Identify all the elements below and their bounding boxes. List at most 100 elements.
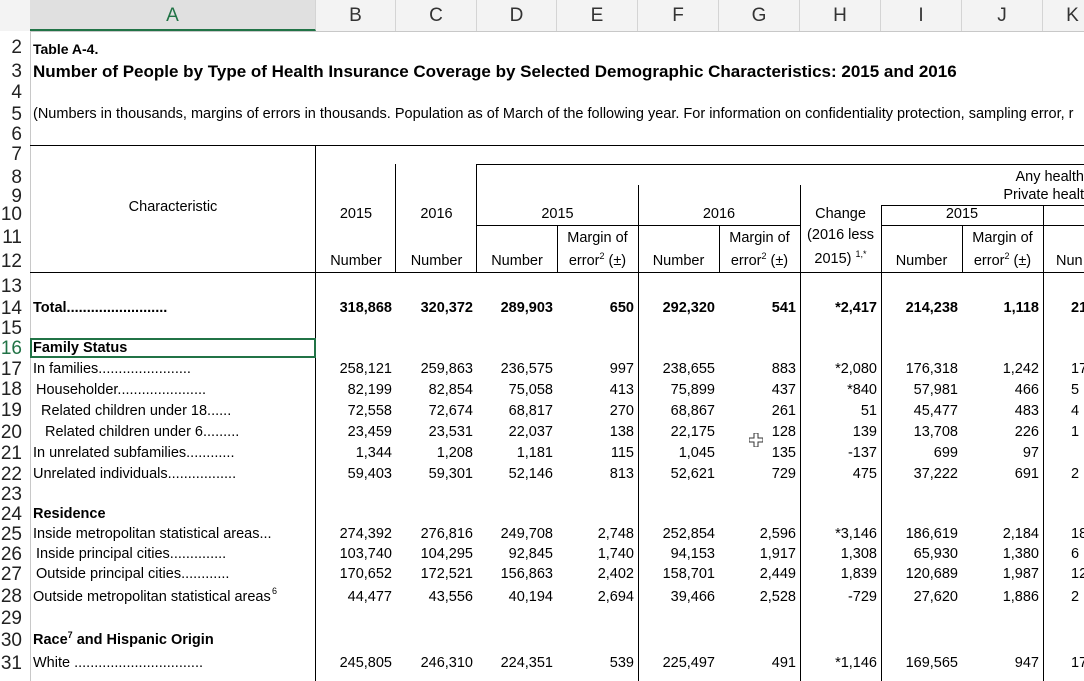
header-any-health: Any health <box>1015 169 1084 185</box>
row-number[interactable]: 10 <box>0 204 22 225</box>
row-number[interactable]: 28 <box>0 586 22 607</box>
row-number[interactable]: 19 <box>0 400 22 421</box>
cell-j: 2,184 <box>1002 526 1039 542</box>
cell-b: 103,740 <box>339 546 392 562</box>
cell-h: 1,839 <box>840 566 877 582</box>
vline <box>638 185 639 681</box>
cell-b: 44,477 <box>347 589 392 605</box>
col-header-k[interactable]: K <box>1043 0 1084 31</box>
cell-b: 72,558 <box>347 403 392 419</box>
col-header-b[interactable]: B <box>316 0 396 31</box>
row-number[interactable]: 15 <box>0 318 22 339</box>
header-number-c: Number <box>410 253 463 269</box>
row-label: Outside principal cities............ <box>36 566 230 582</box>
header-margin-g: Margin of <box>729 230 790 246</box>
section-family-status: Family Status <box>33 340 128 356</box>
col-header-e[interactable]: E <box>557 0 638 31</box>
col-header-f[interactable]: F <box>638 0 719 31</box>
row-number[interactable]: 21 <box>0 443 22 464</box>
cell-k: 1 <box>1071 424 1080 440</box>
row-number[interactable]: 24 <box>0 504 22 525</box>
row-label: Related children under 18...... <box>41 403 232 419</box>
cell-f: 252,854 <box>662 526 715 542</box>
row-number[interactable]: 31 <box>0 653 22 674</box>
col-header-c[interactable]: C <box>396 0 477 31</box>
selected-cell-a16[interactable] <box>30 338 316 358</box>
row-number[interactable]: 4 <box>11 82 22 103</box>
row-number[interactable]: 30 <box>0 630 22 651</box>
header-number-b: Number <box>330 253 382 269</box>
cell-i: 176,318 <box>905 361 958 377</box>
vline <box>557 225 558 272</box>
col-header-a[interactable]: A <box>30 0 316 31</box>
cell-c: 43,556 <box>428 589 473 605</box>
header-change-3: 2015) 1,* <box>800 250 881 267</box>
row-number[interactable]: 22 <box>0 464 22 485</box>
cell-j: 97 <box>1022 445 1039 461</box>
cell-j: 1,118 <box>1003 300 1040 316</box>
row-number[interactable]: 2 <box>11 37 22 58</box>
header-margin-j: Margin of <box>972 230 1033 246</box>
col-header-j[interactable]: J <box>962 0 1043 31</box>
col-header-d[interactable]: D <box>477 0 557 31</box>
section-residence: Residence <box>33 506 106 522</box>
row-number[interactable]: 6 <box>11 124 22 145</box>
row-number[interactable]: 8 <box>11 167 22 188</box>
row-number[interactable]: 13 <box>0 276 22 297</box>
row-number[interactable]: 16 <box>0 338 22 359</box>
cell-g: 437 <box>771 382 796 398</box>
row-number[interactable]: 5 <box>11 104 22 125</box>
cell-e: 539 <box>609 655 634 671</box>
row-number[interactable]: 7 <box>11 144 22 165</box>
cell-i: 13,708 <box>913 424 958 440</box>
row-number[interactable]: 11 <box>2 227 22 248</box>
pm-text: (±) <box>1013 253 1032 269</box>
cell-d: 249,708 <box>500 526 553 542</box>
row-number[interactable]: 12 <box>0 251 22 272</box>
header-number-d: Number <box>491 253 543 269</box>
cell-d: 236,575 <box>500 361 553 377</box>
cell-b: 258,121 <box>339 361 392 377</box>
cell-d: 52,146 <box>508 466 553 482</box>
cell-h: *840 <box>847 382 877 398</box>
col-header-g[interactable]: G <box>719 0 800 31</box>
row-number[interactable]: 18 <box>0 379 22 400</box>
cell-j: 483 <box>1014 403 1039 419</box>
vline <box>395 164 396 272</box>
cell-i: 45,477 <box>913 403 958 419</box>
col-header-h[interactable]: H <box>800 0 881 31</box>
cell-d: 156,863 <box>500 566 553 582</box>
col-header-i[interactable]: I <box>881 0 962 31</box>
row-label: Inside principal cities.............. <box>36 546 227 562</box>
row-number[interactable]: 25 <box>0 524 22 545</box>
cell-d: 224,351 <box>500 655 553 671</box>
row-label: Householder...................... <box>36 382 207 398</box>
cell-d: 68,817 <box>508 403 553 419</box>
change-text: 2015) <box>814 251 852 267</box>
row-number[interactable]: 14 <box>0 298 22 319</box>
cell-b: 170,652 <box>339 566 392 582</box>
cell-g: 128 <box>771 424 796 440</box>
row-number[interactable]: 3 <box>11 61 22 82</box>
row-number[interactable]: 27 <box>0 564 22 585</box>
row-number[interactable]: 26 <box>0 544 22 565</box>
cell-h: 1,308 <box>840 546 877 562</box>
cell-e: 115 <box>610 445 634 461</box>
cell-c: 59,301 <box>428 466 473 482</box>
row-number[interactable]: 17 <box>0 359 22 380</box>
cell-k: 5 <box>1071 382 1080 398</box>
row-number[interactable]: 23 <box>0 484 22 505</box>
footnote-2: 2 <box>761 251 767 262</box>
cell-h: 51 <box>860 403 877 419</box>
cell-i: 186,619 <box>905 526 958 542</box>
cell-f: 292,320 <box>662 300 715 316</box>
row-number[interactable]: 29 <box>0 608 22 629</box>
cell-j: 1,987 <box>1002 566 1039 582</box>
cell-j: 226 <box>1014 424 1039 440</box>
row-number[interactable]: 20 <box>0 422 22 443</box>
cell-h: *2,417 <box>835 300 877 316</box>
cell-e: 413 <box>609 382 634 398</box>
cell-h: *2,080 <box>835 361 877 377</box>
footnote-2: 2 <box>1004 251 1010 262</box>
row-number[interactable]: 9 <box>11 186 22 207</box>
